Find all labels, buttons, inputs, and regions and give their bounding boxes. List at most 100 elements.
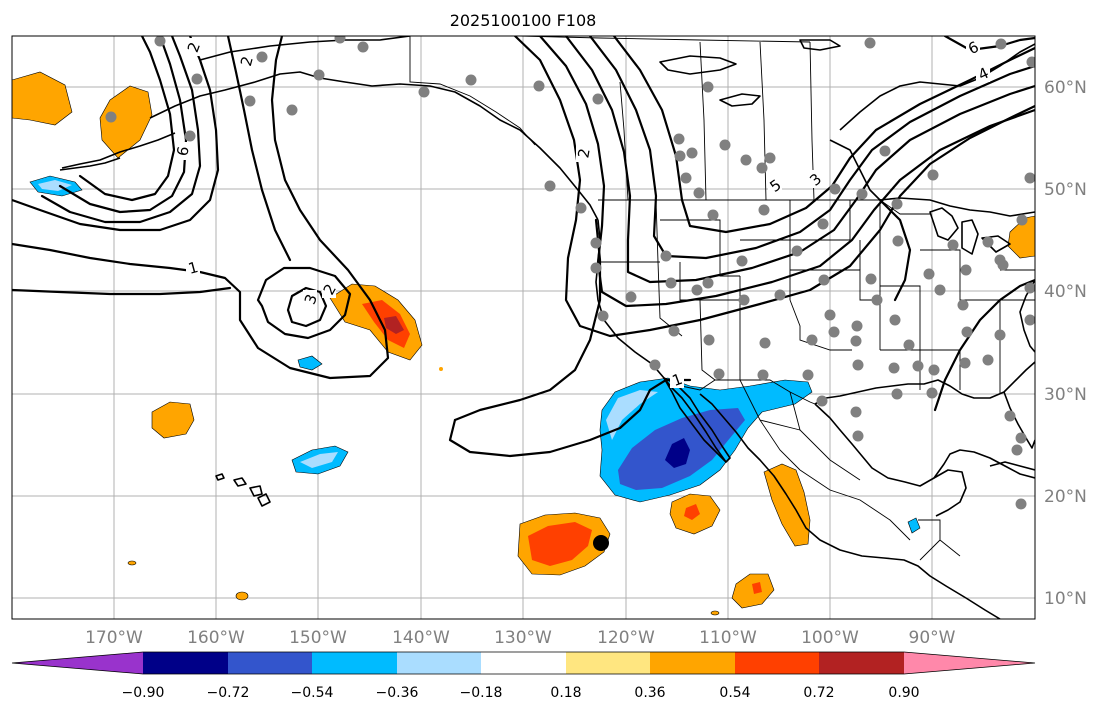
map-title: 2025100100 F108 bbox=[450, 11, 597, 30]
anomaly-negative bbox=[297, 355, 323, 371]
lon-label: 130°W bbox=[494, 628, 552, 648]
border-line bbox=[789, 299, 852, 351]
station-dot bbox=[995, 38, 1007, 50]
anomaly-negative bbox=[300, 452, 338, 468]
station-dot bbox=[184, 130, 196, 142]
station-dot bbox=[758, 204, 770, 216]
lat-label: 60°N bbox=[1044, 78, 1087, 98]
station-dot bbox=[693, 187, 705, 199]
station-dot bbox=[888, 362, 900, 374]
border-line bbox=[739, 379, 861, 481]
colorbar-segment bbox=[481, 652, 566, 674]
colorbar-segment bbox=[735, 652, 819, 674]
station-dot bbox=[912, 360, 924, 372]
anomaly-positive bbox=[127, 560, 137, 566]
colorbar-segment bbox=[566, 652, 650, 674]
station-dot bbox=[791, 245, 803, 257]
coastline bbox=[249, 485, 263, 497]
contour-line bbox=[564, 36, 1035, 284]
station-dot bbox=[244, 95, 256, 107]
station-dot bbox=[707, 209, 719, 221]
station-dot bbox=[947, 239, 959, 251]
coastline bbox=[699, 393, 1001, 619]
coastline bbox=[659, 55, 737, 75]
border-line bbox=[699, 41, 707, 201]
contour-line bbox=[612, 36, 1035, 234]
anomaly-positive bbox=[235, 591, 249, 601]
station-dot bbox=[680, 172, 692, 184]
coastline bbox=[933, 469, 967, 517]
lon-label: 150°W bbox=[289, 628, 347, 648]
station-dot bbox=[674, 150, 686, 162]
station-dot bbox=[816, 395, 828, 407]
station-dot bbox=[544, 180, 556, 192]
lon-label: 100°W bbox=[801, 628, 859, 648]
contour-label: 1 bbox=[186, 258, 200, 278]
station-dot bbox=[191, 73, 203, 85]
colorbar-segment bbox=[143, 652, 228, 674]
station-dot bbox=[864, 37, 876, 49]
shaded-anomalies bbox=[12, 71, 1035, 616]
anomaly-positive bbox=[752, 582, 762, 594]
lat-label: 10°N bbox=[1044, 589, 1087, 609]
station-dot bbox=[465, 74, 477, 86]
coastline bbox=[719, 93, 761, 107]
contour-line bbox=[286, 286, 328, 328]
coastlines bbox=[59, 36, 1035, 619]
station-dot bbox=[982, 236, 994, 248]
colorbar-tick-label: −0.18 bbox=[460, 685, 503, 701]
station-dot bbox=[1011, 444, 1023, 456]
colorbar-tick-label: −0.36 bbox=[376, 685, 419, 701]
station-dot bbox=[871, 294, 883, 306]
colorbar-tick-label: −0.54 bbox=[291, 685, 334, 701]
anomaly-negative bbox=[907, 517, 921, 534]
station-dot bbox=[927, 169, 939, 181]
station-dot bbox=[668, 325, 680, 337]
coastline bbox=[829, 139, 1035, 217]
coastline bbox=[199, 36, 411, 61]
contour-label: 6 bbox=[173, 145, 192, 158]
station-dot bbox=[960, 264, 972, 276]
colorbar-extend-right bbox=[904, 652, 1035, 674]
colorbar-tick-label: 0.54 bbox=[719, 685, 750, 701]
border-line bbox=[660, 219, 740, 277]
contour-label: 2 bbox=[574, 147, 593, 160]
coastline bbox=[1019, 279, 1035, 353]
contour-line bbox=[878, 198, 912, 302]
station-dot bbox=[313, 69, 325, 81]
station-dot bbox=[357, 41, 369, 53]
anomaly-positive bbox=[684, 504, 700, 520]
station-dot bbox=[592, 93, 604, 105]
border-line bbox=[790, 269, 880, 301]
border-line bbox=[410, 36, 811, 43]
contour-labels: 1 2 2 3 2 4 5 3 6 1 6 2 bbox=[173, 38, 991, 390]
station-dot bbox=[590, 237, 602, 249]
station-dot bbox=[1004, 410, 1016, 422]
anomaly-positive bbox=[12, 71, 73, 126]
coastline bbox=[257, 493, 271, 507]
anomaly-positive bbox=[710, 610, 720, 616]
station-dot bbox=[850, 335, 862, 347]
coastline bbox=[663, 377, 731, 463]
station-dot bbox=[865, 273, 877, 285]
anomaly-positive bbox=[439, 367, 443, 371]
contour-line bbox=[58, 36, 188, 214]
coastline bbox=[814, 361, 1035, 405]
station-dot bbox=[957, 299, 969, 311]
station-dot bbox=[673, 133, 685, 145]
contour-line bbox=[40, 36, 202, 224]
station-dot bbox=[590, 262, 602, 274]
station-dot bbox=[851, 320, 863, 332]
lat-label: 20°N bbox=[1044, 487, 1087, 507]
station-dot bbox=[418, 86, 430, 98]
station-dot bbox=[802, 369, 814, 381]
stations bbox=[105, 36, 1035, 510]
colorbar-outline bbox=[11, 651, 1036, 675]
colorbar-tick-label: −0.90 bbox=[122, 685, 165, 701]
station-dot bbox=[286, 104, 298, 116]
station-dot bbox=[1015, 498, 1027, 510]
station-dot bbox=[1024, 172, 1035, 184]
station-dot bbox=[1015, 432, 1027, 444]
lat-label: 50°N bbox=[1044, 180, 1087, 200]
station-dot bbox=[1024, 282, 1035, 294]
